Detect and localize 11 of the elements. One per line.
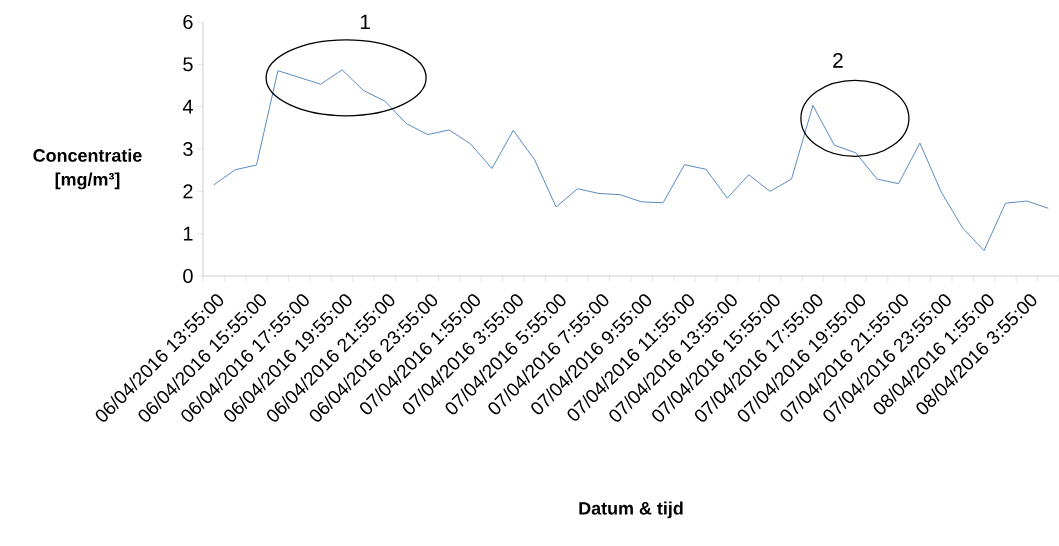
y-tick-label: 4 bbox=[182, 99, 193, 114]
y-tick-label: 5 bbox=[183, 57, 193, 72]
y-tick-label: 3 bbox=[183, 141, 193, 157]
y-axis-title: Concentratie [mg/m³] bbox=[33, 148, 142, 190]
y-tick-label: 0 bbox=[183, 268, 193, 284]
x-axis-title: Datum & tijd bbox=[579, 501, 683, 519]
y-tick-label: 2 bbox=[183, 184, 193, 199]
y-tick-label: 1 bbox=[183, 226, 193, 241]
annotation: 1 bbox=[360, 14, 370, 30]
y-tick-label: 6 bbox=[183, 14, 193, 30]
annotation: 2 bbox=[833, 53, 843, 68]
